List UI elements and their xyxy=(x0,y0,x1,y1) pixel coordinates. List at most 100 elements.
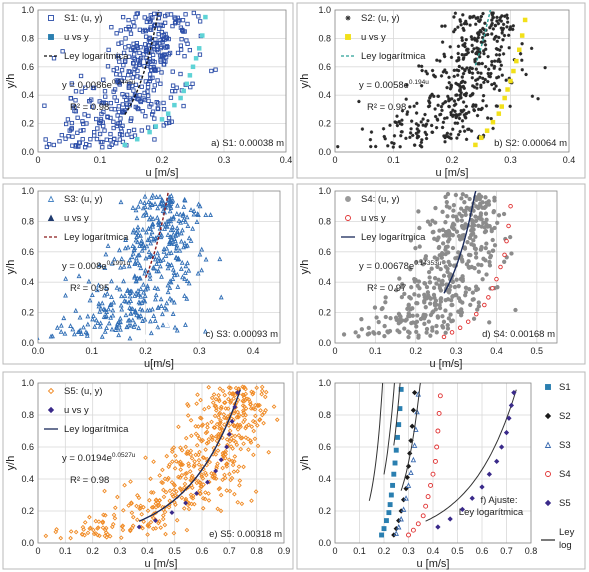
mean-point xyxy=(147,129,152,135)
cloud-point xyxy=(210,435,215,440)
x-tick-label: 0.5 xyxy=(531,346,544,356)
cloud-point xyxy=(88,137,93,142)
cloud-point xyxy=(441,319,447,324)
cloud-point xyxy=(135,105,140,111)
cloud-point xyxy=(170,231,176,237)
cloud-point xyxy=(437,283,442,288)
cloud-point xyxy=(457,64,462,69)
cloud-point xyxy=(470,43,474,48)
legend-label: S2 xyxy=(559,411,571,422)
cloud-point xyxy=(233,385,239,391)
cloud-point xyxy=(501,52,506,56)
cloud-point xyxy=(217,426,222,431)
cloud-point xyxy=(420,64,424,69)
mean-point xyxy=(175,314,181,320)
cloud-point xyxy=(235,409,241,415)
cloud-point xyxy=(78,128,83,133)
y-tick-label: 0.2 xyxy=(21,119,34,129)
cloud-point xyxy=(220,388,226,394)
cloud-point xyxy=(248,438,253,443)
cloud-point xyxy=(145,532,150,537)
cloud-point xyxy=(408,105,412,109)
cloud-point xyxy=(230,422,236,427)
y-tick-label: 0.2 xyxy=(21,308,34,318)
mean-point xyxy=(199,285,205,291)
cloud-point xyxy=(105,64,111,69)
cloud-point xyxy=(199,472,205,477)
cloud-point xyxy=(132,245,138,250)
cloud-point xyxy=(153,292,159,298)
series-point-S1 xyxy=(395,434,400,440)
cloud-point xyxy=(69,126,74,131)
cloud-point xyxy=(475,39,479,43)
cloud-point xyxy=(163,531,168,537)
cloud-point xyxy=(187,47,192,53)
cloud-point xyxy=(68,96,74,101)
x-tick-label: 0.1 xyxy=(59,546,72,556)
cloud-point xyxy=(138,198,144,204)
cloud-point xyxy=(203,256,209,262)
cloud-point xyxy=(160,203,166,209)
cloud-point xyxy=(467,235,473,241)
y-tick-label: 0.6 xyxy=(318,62,331,72)
cloud-point xyxy=(167,498,173,504)
cloud-point xyxy=(492,66,496,70)
cloud-point xyxy=(241,419,246,425)
cloud-point xyxy=(443,68,447,72)
cloud-point xyxy=(424,69,428,74)
cloud-point xyxy=(161,123,166,128)
cloud-point xyxy=(443,24,447,28)
cloud-point xyxy=(176,424,181,430)
cloud-point xyxy=(455,59,459,63)
panel-annotation: b) S2: 0.00064 m xyxy=(494,138,567,149)
cloud-point xyxy=(456,56,461,60)
cloud-point xyxy=(474,57,478,61)
cloud-point xyxy=(498,67,502,71)
cloud-point xyxy=(120,102,125,107)
cloud-point xyxy=(255,443,261,449)
x-tick-label: 0.5 xyxy=(168,546,181,556)
cloud-point xyxy=(487,74,491,78)
cloud-point xyxy=(127,96,133,101)
cloud-point xyxy=(473,234,478,239)
cloud-point xyxy=(438,299,444,304)
cloud-point xyxy=(133,47,138,53)
y-tick-label: 0.4 xyxy=(318,474,331,484)
cloud-point xyxy=(520,58,524,62)
cloud-point xyxy=(476,136,481,140)
cloud-point xyxy=(167,120,172,125)
cloud-point xyxy=(420,262,426,267)
legend-marker xyxy=(48,15,54,21)
cloud-point xyxy=(397,119,401,124)
cloud-point xyxy=(234,442,240,448)
cloud-point xyxy=(251,452,256,458)
cloud-point xyxy=(172,466,178,471)
cloud-point xyxy=(237,478,243,483)
cloud-point xyxy=(466,47,470,52)
cloud-point xyxy=(465,240,470,245)
x-tick-label: 0 xyxy=(332,546,337,556)
cloud-point xyxy=(438,267,443,272)
mean-point xyxy=(218,210,224,217)
cloud-point xyxy=(111,256,117,262)
cloud-point xyxy=(87,526,93,532)
cloud-point xyxy=(243,391,249,397)
cloud-point xyxy=(486,54,490,59)
cloud-point xyxy=(471,103,476,107)
cloud-point xyxy=(141,52,146,57)
cloud-point xyxy=(500,31,504,35)
x-tick-label: 0.8 xyxy=(250,546,263,556)
cloud-point xyxy=(490,13,495,17)
cloud-point xyxy=(117,315,123,321)
mean-point xyxy=(219,195,225,201)
cloud-point xyxy=(172,238,178,244)
cloud-point xyxy=(128,306,134,311)
cloud-point xyxy=(179,259,185,265)
cloud-point xyxy=(238,435,244,441)
cloud-point xyxy=(421,123,425,127)
cloud-point xyxy=(431,309,436,314)
cloud-point xyxy=(152,11,157,16)
cloud-point xyxy=(461,125,465,129)
cloud-point xyxy=(259,391,265,397)
cloud-point xyxy=(186,267,192,273)
